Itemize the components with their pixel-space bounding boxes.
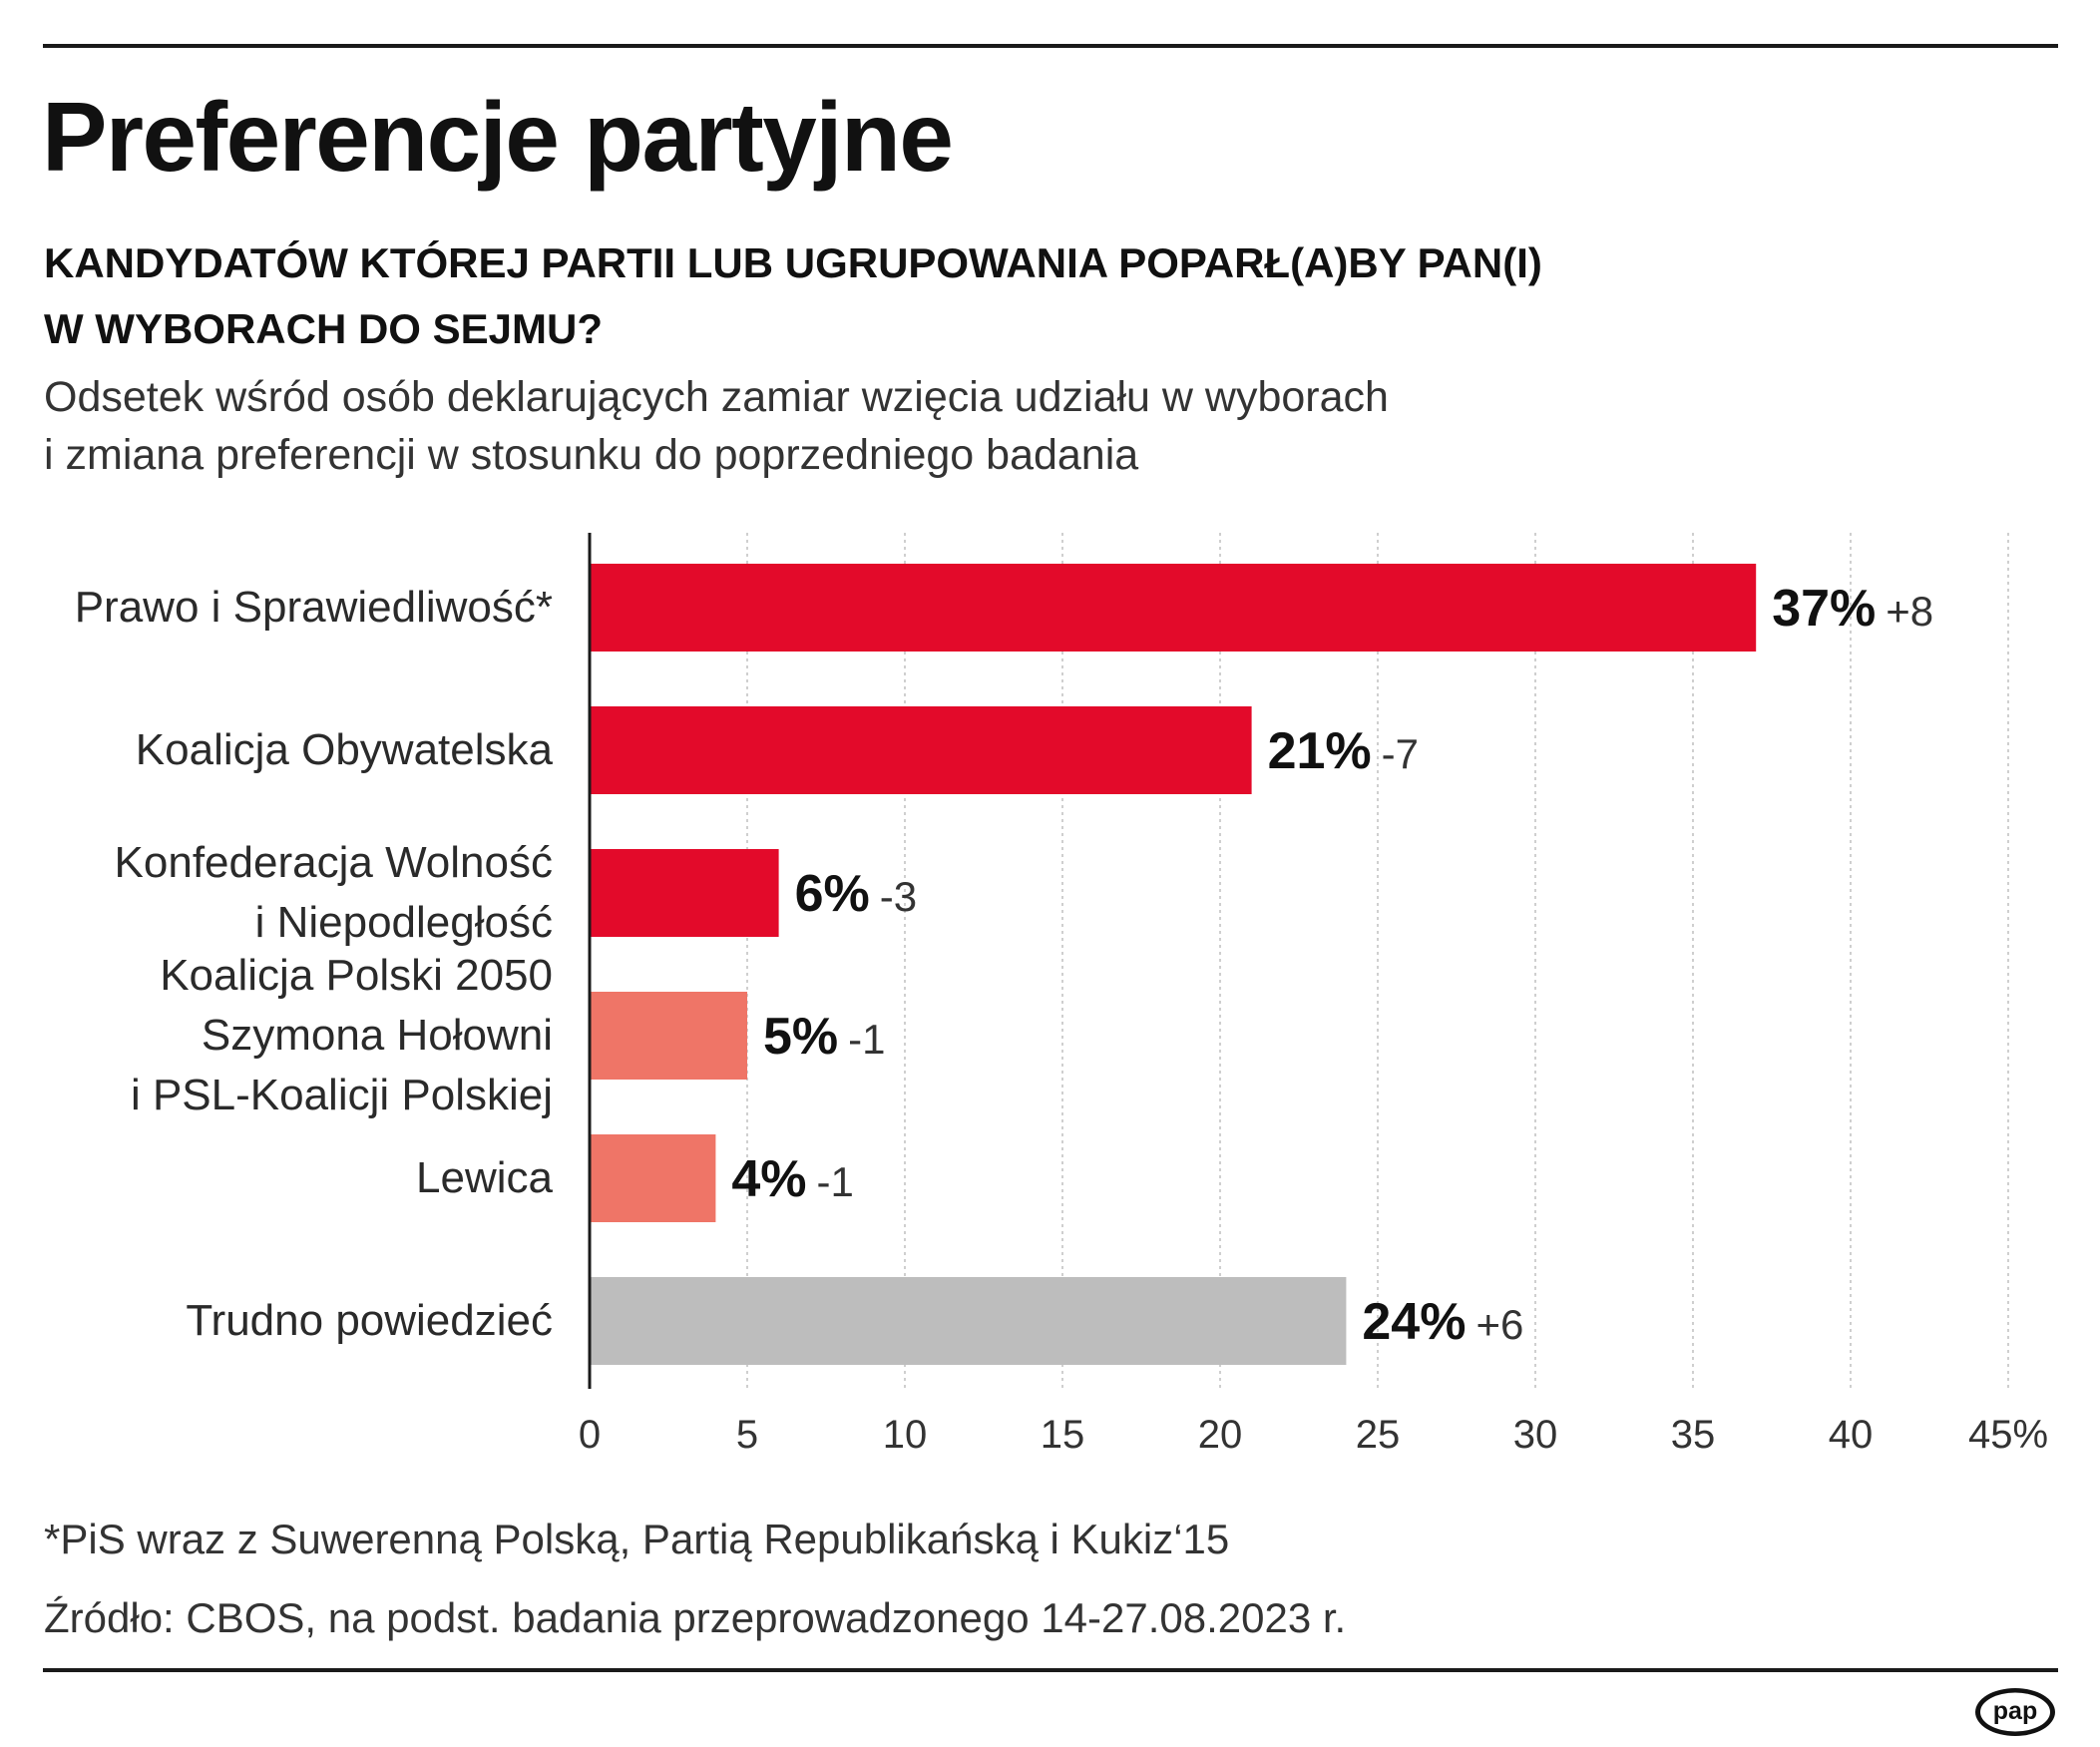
category-label: Koalicja Obywatelska <box>136 725 554 774</box>
category-label: Szymona Hołowni <box>202 1011 553 1060</box>
bars <box>590 564 1757 1365</box>
category-label: i PSL-Koalicji Polskiej <box>131 1071 553 1119</box>
bar <box>590 1277 1347 1365</box>
x-tick-label: 35 <box>1671 1413 1716 1457</box>
change-label: +8 <box>1886 588 1933 635</box>
x-tick-label: 20 <box>1198 1413 1243 1457</box>
x-tick-label: 5 <box>736 1413 758 1457</box>
footnote: *PiS wraz z Suwerenną Polską, Partią Rep… <box>44 1516 1230 1562</box>
bar <box>590 564 1757 652</box>
value-label: 4% <box>731 1150 806 1208</box>
bar <box>590 706 1252 794</box>
bar <box>590 992 747 1080</box>
category-label: Konfederacja Wolność <box>115 838 553 887</box>
value-labels: 37% +821% -76% -35% -14% -124% +6 <box>731 580 1933 1351</box>
category-label: Prawo i Sprawiedliwość* <box>75 583 553 632</box>
x-tick-label: 30 <box>1513 1413 1558 1457</box>
value-label: 21% <box>1268 722 1372 780</box>
value-label: 5% <box>763 1008 838 1066</box>
category-label: Lewica <box>416 1153 553 1202</box>
category-label: Koalicja Polski 2050 <box>160 951 553 1000</box>
x-axis-ticks: 0 5 10 15 20 25 30 35 40 45% <box>579 533 2048 1457</box>
subtitle-line-1: Odsetek wśród osób deklarujących zamiar … <box>44 373 1389 421</box>
pap-logo-icon: pap <box>1975 1688 2055 1736</box>
value-label: 37% <box>1772 580 1876 638</box>
category-label: Trudno powiedzieć <box>186 1296 553 1345</box>
question-line-2: W WYBORACH DO SEJMU? <box>44 305 603 352</box>
x-tick-label: 0 <box>579 1413 601 1457</box>
subtitle-line-2: i zmiana preferencji w stosunku do poprz… <box>44 431 1139 479</box>
change-label: +6 <box>1475 1301 1523 1348</box>
category-labels: Prawo i Sprawiedliwość* Koalicja Obywatel… <box>75 583 554 1345</box>
change-label: -3 <box>880 873 917 920</box>
x-tick-label: 25 <box>1356 1413 1401 1457</box>
value-label: 6% <box>795 865 870 923</box>
change-label: -1 <box>848 1016 885 1063</box>
bar <box>590 1134 716 1222</box>
value-label: 24% <box>1362 1293 1466 1351</box>
category-label: i Niepodległość <box>255 898 553 947</box>
logo-text: pap <box>1993 1697 2037 1725</box>
gridlines <box>746 533 2009 1389</box>
x-tick-label: 45% <box>1968 1413 2048 1457</box>
x-tick-label: 40 <box>1829 1413 1874 1457</box>
x-tick-label: 10 <box>883 1413 928 1457</box>
question-line-1: KANDYDATÓW KTÓREJ PARTII LUB UGRUPOWANIA… <box>44 239 1542 286</box>
change-label: -1 <box>817 1158 854 1205</box>
source-note: Źródło: CBOS, na podst. badania przeprow… <box>44 1594 1347 1641</box>
x-tick-label: 15 <box>1041 1413 1085 1457</box>
bottom-rule <box>43 1668 2058 1672</box>
bar <box>590 849 779 937</box>
top-rule <box>43 44 2058 48</box>
change-label: -7 <box>1382 730 1419 777</box>
chart-title: Preferencje partyjne <box>42 82 954 192</box>
